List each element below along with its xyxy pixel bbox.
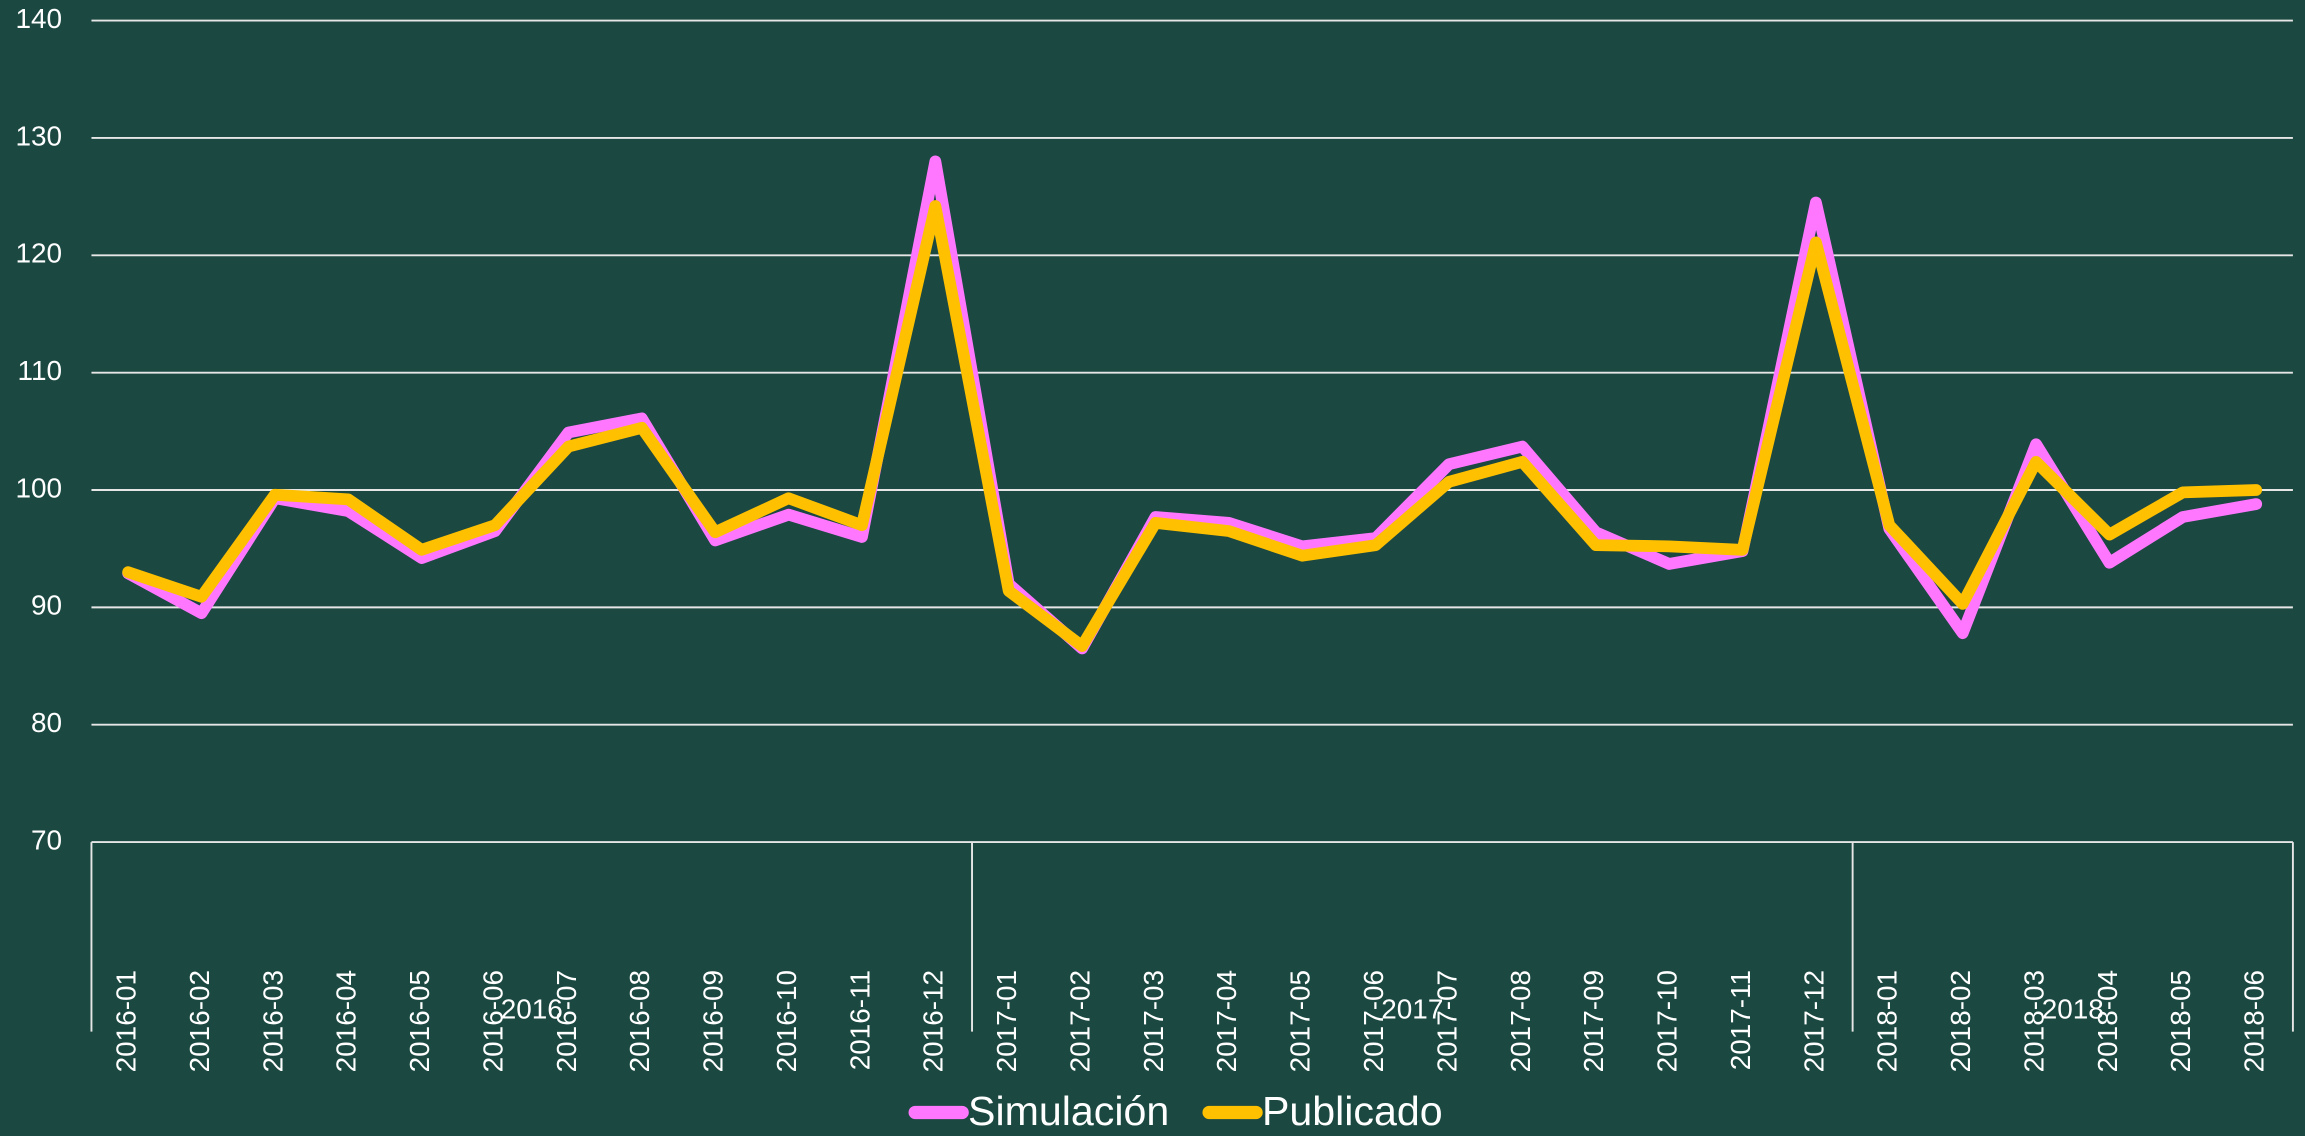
y-tick-label: 120 bbox=[15, 238, 62, 269]
x-tick-label: 2016-12 bbox=[918, 970, 949, 1072]
x-tick-label: 2016-08 bbox=[624, 970, 655, 1072]
group-label: 2018 bbox=[2042, 993, 2104, 1024]
x-tick-label: 2016-02 bbox=[184, 970, 215, 1072]
legend-label: Simulación bbox=[968, 1088, 1169, 1134]
x-tick-label: 2017-10 bbox=[1652, 970, 1683, 1072]
x-tick-label: 2018-02 bbox=[1945, 970, 1976, 1072]
x-tick-label: 2017-01 bbox=[991, 970, 1022, 1072]
y-tick-label: 110 bbox=[18, 355, 62, 386]
x-tick-label: 2016-05 bbox=[404, 970, 435, 1072]
x-tick-label: 2018-05 bbox=[2165, 970, 2196, 1072]
x-tick-label: 2016-07 bbox=[551, 970, 582, 1072]
x-tick-label: 2017-09 bbox=[1578, 970, 1609, 1072]
x-tick-label: 2018-04 bbox=[2092, 970, 2123, 1072]
y-tick-label: 90 bbox=[31, 590, 62, 621]
x-tick-label: 2018-03 bbox=[2018, 970, 2049, 1072]
x-tick-label: 2018-06 bbox=[2239, 970, 2270, 1072]
y-tick-label: 100 bbox=[15, 472, 62, 503]
x-tick-label: 2016-11 bbox=[844, 970, 875, 1070]
y-tick-label: 70 bbox=[31, 824, 62, 855]
group-label: 2016 bbox=[501, 993, 563, 1024]
x-tick-label: 2016-10 bbox=[771, 970, 802, 1072]
legend-label: Publicado bbox=[1262, 1088, 1443, 1134]
x-tick-label: 2017-03 bbox=[1138, 970, 1169, 1072]
x-tick-label: 2016-01 bbox=[111, 970, 142, 1072]
x-tick-label: 2017-04 bbox=[1211, 970, 1242, 1072]
x-tick-label: 2017-11 bbox=[1725, 970, 1756, 1070]
x-tick-label: 2017-07 bbox=[1431, 970, 1462, 1072]
series-line bbox=[122, 200, 2263, 652]
x-tick-label: 2017-06 bbox=[1358, 970, 1389, 1072]
y-tick-label: 130 bbox=[15, 120, 62, 151]
x-tick-label: 2016-09 bbox=[698, 970, 729, 1072]
y-tick-label: 80 bbox=[31, 707, 62, 738]
x-tick-label: 2017-05 bbox=[1285, 970, 1316, 1072]
x-tick-label: 2016-03 bbox=[257, 970, 288, 1072]
x-tick-label: 2017-08 bbox=[1505, 970, 1536, 1072]
x-tick-label: 2017-12 bbox=[1798, 970, 1829, 1072]
y-tick-label: 140 bbox=[15, 3, 62, 34]
x-tick-label: 2018-01 bbox=[1872, 970, 1903, 1072]
x-tick-label: 2017-02 bbox=[1064, 970, 1095, 1072]
x-tick-label: 2016-04 bbox=[331, 970, 362, 1072]
x-tick-label: 2016-06 bbox=[477, 970, 508, 1072]
group-label: 2017 bbox=[1381, 993, 1443, 1024]
